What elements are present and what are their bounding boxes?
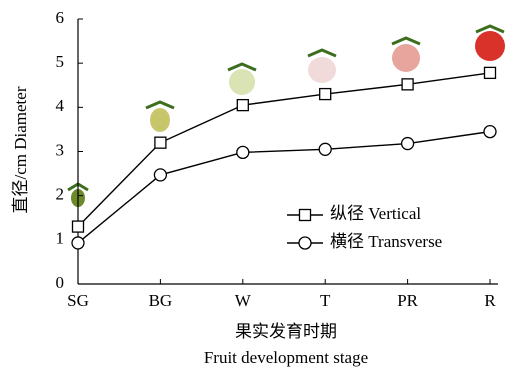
marker [154, 169, 166, 181]
x-axis-label-en: Fruit development stage [204, 348, 368, 367]
fruit-illustrations [68, 26, 505, 207]
legend-label: 纵径 Vertical [330, 204, 421, 223]
marker [237, 100, 248, 111]
marker [485, 67, 496, 78]
marker [299, 237, 311, 249]
marker [300, 210, 311, 221]
series-line [78, 132, 490, 243]
y-tick-label: 0 [56, 273, 65, 292]
y-tick-label: 1 [56, 229, 65, 248]
legend-label: 横径 Transverse [330, 232, 442, 251]
chart: 直径/cm Diameter 果实发育时期 Fruit development … [0, 0, 517, 369]
marker [237, 146, 249, 158]
x-tick-label: R [484, 291, 496, 310]
marker [402, 138, 414, 150]
marker [484, 126, 496, 138]
y-tick-label: 5 [56, 52, 65, 71]
y-tick-label: 3 [56, 140, 65, 159]
marker [402, 79, 413, 90]
marker [320, 89, 331, 100]
x-axis-label: 果实发育时期 [235, 322, 337, 341]
x-tick-label: BG [149, 291, 173, 310]
x-tick-label: W [235, 291, 252, 310]
series-line [78, 73, 490, 227]
y-tick-label: 4 [56, 96, 65, 115]
x-tick-label: SG [67, 291, 89, 310]
marker [72, 237, 84, 249]
y-tick-label: 2 [56, 185, 65, 204]
y-axis-label: 直径/cm Diameter [11, 86, 30, 213]
marker [319, 143, 331, 155]
x-tick-label: T [320, 291, 331, 310]
marker [155, 137, 166, 148]
x-tick-label: PR [397, 291, 418, 310]
marker [73, 221, 84, 232]
y-tick-label: 6 [56, 8, 65, 27]
